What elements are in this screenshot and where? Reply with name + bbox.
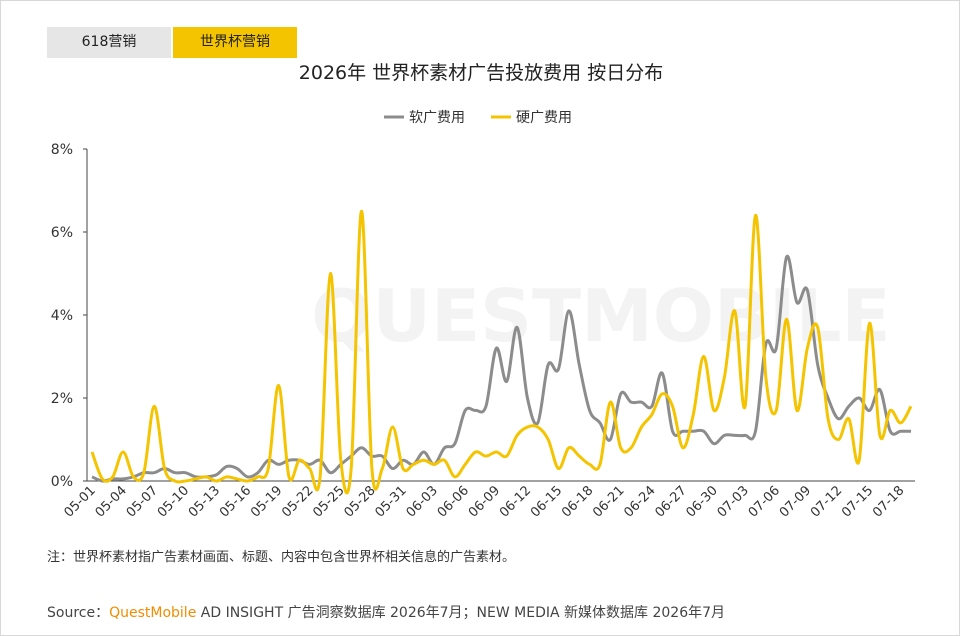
x-tick-label: 05-19 xyxy=(248,483,285,520)
x-tick-label: 07-09 xyxy=(777,483,814,520)
source-text: AD INSIGHT 广告洞察数据库 2026年7月；NEW MEDIA 新媒体… xyxy=(196,605,726,621)
y-tick-label: 2% xyxy=(51,391,73,407)
x-tick-label: 06-09 xyxy=(466,483,503,520)
legend: 软广费用 硬广费用 xyxy=(384,110,572,126)
x-tick-label: 07-18 xyxy=(870,483,907,520)
x-tick-label: 06-21 xyxy=(590,483,627,520)
x-tick-label: 05-22 xyxy=(279,483,316,520)
x-tick-label: 06-12 xyxy=(497,483,534,520)
x-tick-label: 05-07 xyxy=(124,483,161,520)
x-tick-label: 07-06 xyxy=(746,483,783,520)
x-tick-label: 06-24 xyxy=(621,483,658,520)
x-tick-label: 05-13 xyxy=(186,483,223,520)
x-tick-label: 06-03 xyxy=(404,483,441,520)
x-tick-label: 06-30 xyxy=(684,483,721,520)
x-tick-label: 05-04 xyxy=(93,483,130,520)
y-tick-label: 4% xyxy=(51,308,73,324)
x-tick-label: 06-27 xyxy=(652,483,689,520)
note: 注：世界杯素材指广告素材画面、标题、内容中包含世界杯相关信息的广告素材。 xyxy=(47,550,516,565)
x-tick-label: 07-03 xyxy=(715,483,752,520)
legend-label: 硬广费用 xyxy=(516,110,572,126)
x-tick-label: 05-16 xyxy=(217,483,254,520)
watermark: QUESTMOBILE xyxy=(311,274,890,358)
x-tick-label: 05-10 xyxy=(155,483,192,520)
source-brand: QuestMobile xyxy=(109,605,197,621)
line-series xyxy=(91,254,911,483)
tab-active[interactable]: 世界杯营销 xyxy=(173,27,297,58)
x-tick-label: 05-28 xyxy=(341,483,378,520)
x-tick-label: 06-15 xyxy=(528,483,565,520)
chart-title: 2026年 世界杯素材广告投放费用 按日分布 xyxy=(299,62,663,84)
source-prefix: Source： xyxy=(47,605,110,621)
y-tick-label: 0% xyxy=(51,474,73,490)
x-tick-label: 06-18 xyxy=(559,483,596,520)
x-tick-label: 07-15 xyxy=(839,483,876,520)
y-tick-label: 6% xyxy=(51,225,73,241)
line-series xyxy=(90,209,913,495)
tab[interactable]: 618营销 xyxy=(47,27,171,58)
x-tick-label: 05-31 xyxy=(373,483,410,520)
source: Source：QuestMobile AD INSIGHT 广告洞察数据库 20… xyxy=(47,602,725,622)
legend-label: 软广费用 xyxy=(409,110,465,126)
y-tick-label: 8% xyxy=(51,142,73,158)
x-tick-label: 07-12 xyxy=(808,483,845,520)
x-tick-label: 06-06 xyxy=(435,483,472,520)
